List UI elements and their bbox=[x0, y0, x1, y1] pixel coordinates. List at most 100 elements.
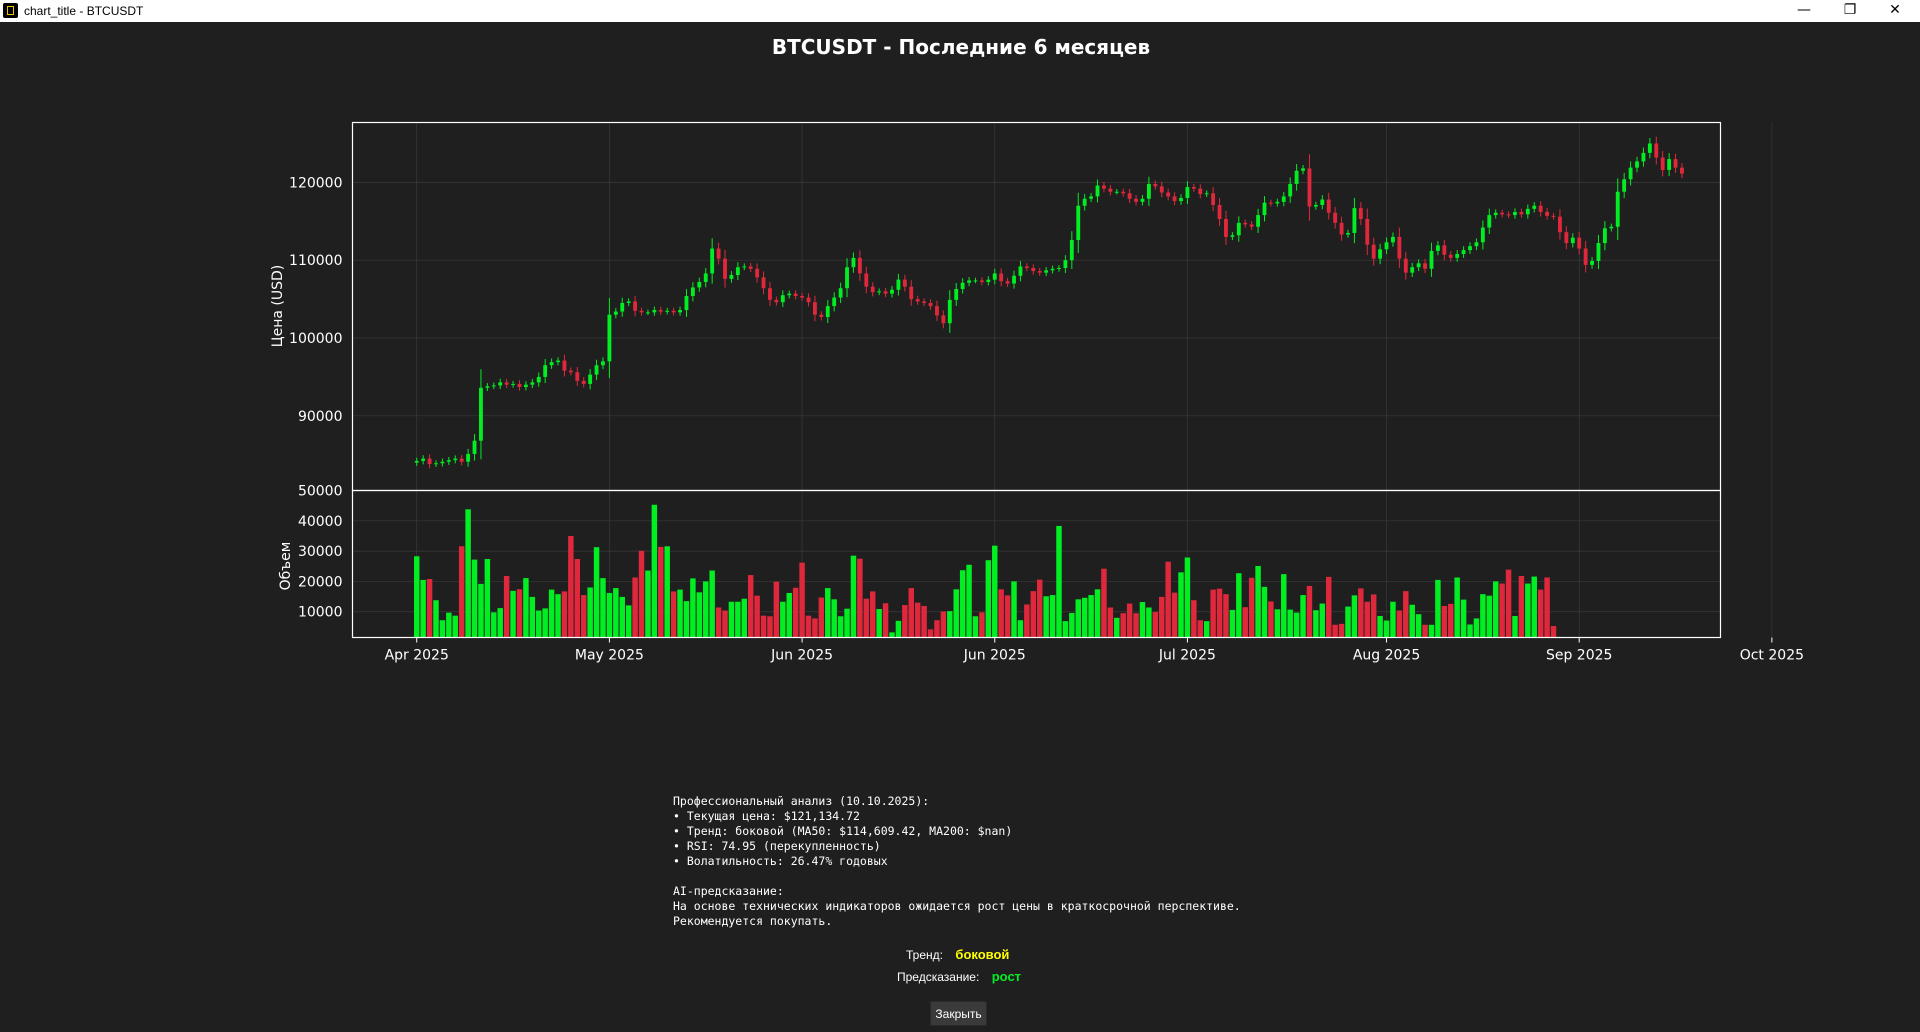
candle-body bbox=[1590, 260, 1594, 265]
candle-body bbox=[890, 289, 894, 294]
volume-bar bbox=[1043, 596, 1049, 638]
candle-body bbox=[1333, 212, 1338, 223]
volume-bar bbox=[1518, 575, 1525, 638]
volume-bar bbox=[1358, 588, 1364, 638]
candle-body bbox=[1442, 245, 1447, 255]
volume-bar bbox=[825, 588, 831, 638]
candle-body bbox=[1249, 224, 1254, 227]
volume-bar bbox=[1377, 615, 1383, 638]
candle-body bbox=[755, 268, 760, 278]
candle-body bbox=[832, 297, 837, 307]
volume-bar bbox=[1415, 614, 1422, 638]
volume-bar bbox=[1441, 605, 1448, 638]
candlestick-chart: BTCUSDT - Последние 6 месяцев 90000 10000… bbox=[270, 35, 1804, 664]
volume-bar bbox=[580, 595, 587, 638]
volume-bar bbox=[985, 560, 992, 638]
close-window-icon[interactable]: ✕ bbox=[1889, 2, 1901, 18]
volume-tick-label: 40000 bbox=[298, 514, 343, 530]
candle-body bbox=[658, 310, 663, 312]
analysis-line: На основе технических индикаторов ожидае… bbox=[673, 899, 1241, 913]
candle-body bbox=[1095, 185, 1100, 197]
x-tick-label: Jul 2025 bbox=[1158, 648, 1216, 664]
candle-body bbox=[639, 310, 644, 313]
price-axis-label: Цена (USD) bbox=[270, 265, 286, 348]
candle-body bbox=[1211, 193, 1216, 205]
candle-body bbox=[652, 310, 657, 313]
candle-body bbox=[1564, 232, 1569, 244]
candle-body bbox=[812, 302, 817, 315]
analysis-line: • Тренд: боковой (MA50: $114,609.42, MA2… bbox=[673, 824, 1013, 838]
volume-bar bbox=[1473, 618, 1480, 638]
candle-body bbox=[1410, 267, 1415, 273]
candle-body bbox=[1275, 201, 1280, 204]
candle-body bbox=[1654, 143, 1659, 158]
candle-body bbox=[453, 458, 458, 461]
candle-body bbox=[1378, 249, 1383, 259]
volume-bar bbox=[1210, 589, 1216, 638]
candle-body bbox=[864, 273, 869, 287]
candle-body bbox=[947, 299, 952, 324]
volume-bar bbox=[1454, 577, 1460, 638]
volume-bar bbox=[1492, 581, 1499, 638]
candle-body bbox=[1487, 215, 1492, 228]
volume-bar bbox=[1146, 607, 1152, 638]
candle-body bbox=[1236, 222, 1241, 236]
volume-bar bbox=[947, 611, 953, 638]
candle-body bbox=[1294, 170, 1299, 184]
candle-body bbox=[1166, 192, 1171, 197]
analysis-line: • RSI: 74.95 (перекупленность) bbox=[673, 839, 881, 853]
volume-bar bbox=[1486, 595, 1493, 638]
volume-bar bbox=[1505, 569, 1512, 638]
close-button[interactable]: Закрыть bbox=[930, 1001, 987, 1026]
candle-body bbox=[466, 453, 471, 462]
volume-bar bbox=[1313, 610, 1319, 638]
volume-tick-labels: 10000 20000 30000 40000 50000 bbox=[298, 484, 343, 621]
candle-body bbox=[1577, 237, 1582, 249]
volume-bar bbox=[1300, 595, 1306, 638]
candle-body bbox=[1647, 143, 1652, 153]
trend-value: боковой bbox=[955, 947, 1010, 962]
candle-body bbox=[1185, 187, 1190, 198]
candle-body bbox=[530, 382, 535, 385]
candle-body bbox=[703, 273, 708, 282]
volume-bar bbox=[1274, 609, 1281, 638]
candle-body bbox=[1493, 212, 1498, 216]
price-tick-label: 90000 bbox=[298, 409, 343, 425]
candle-body bbox=[1301, 168, 1305, 171]
candle-body bbox=[1140, 198, 1145, 202]
candle-body bbox=[1134, 198, 1138, 202]
volume-bar bbox=[465, 509, 471, 638]
candle-body bbox=[1461, 250, 1466, 254]
x-tick-label: Oct 2025 bbox=[1740, 648, 1804, 664]
volume-bar bbox=[953, 589, 959, 638]
candle-body bbox=[1365, 218, 1370, 245]
volume-bar bbox=[1159, 596, 1165, 638]
candle-body bbox=[1403, 258, 1408, 273]
candle-body bbox=[999, 273, 1004, 282]
candle-body bbox=[1320, 199, 1325, 205]
volume-bar bbox=[812, 618, 818, 638]
candle-body bbox=[620, 302, 625, 312]
volume-bar bbox=[1171, 592, 1178, 638]
analysis-line: Рекомендуется покупать. bbox=[673, 914, 833, 928]
volume-bar bbox=[1216, 588, 1223, 638]
candle-body bbox=[986, 279, 991, 282]
volume-bar bbox=[1460, 599, 1467, 638]
minimize-icon[interactable]: — bbox=[1797, 2, 1811, 18]
price-grid bbox=[352, 122, 1773, 491]
candle-body bbox=[626, 301, 631, 303]
volume-bar bbox=[561, 591, 568, 638]
candle-body bbox=[710, 248, 715, 274]
volume-bar bbox=[1435, 579, 1441, 638]
maximize-icon[interactable]: ❐ bbox=[1843, 2, 1857, 18]
volume-bar bbox=[1191, 600, 1197, 638]
candle-body bbox=[960, 282, 965, 289]
candle-body bbox=[1024, 266, 1029, 268]
candle-body bbox=[735, 267, 740, 275]
analysis-line: AI-предсказание: bbox=[673, 884, 784, 898]
volume-bar bbox=[934, 620, 940, 638]
candle-body bbox=[1641, 152, 1646, 162]
volume-bar bbox=[1139, 602, 1146, 638]
candle-body bbox=[1545, 211, 1550, 216]
candle-body bbox=[1146, 183, 1151, 199]
